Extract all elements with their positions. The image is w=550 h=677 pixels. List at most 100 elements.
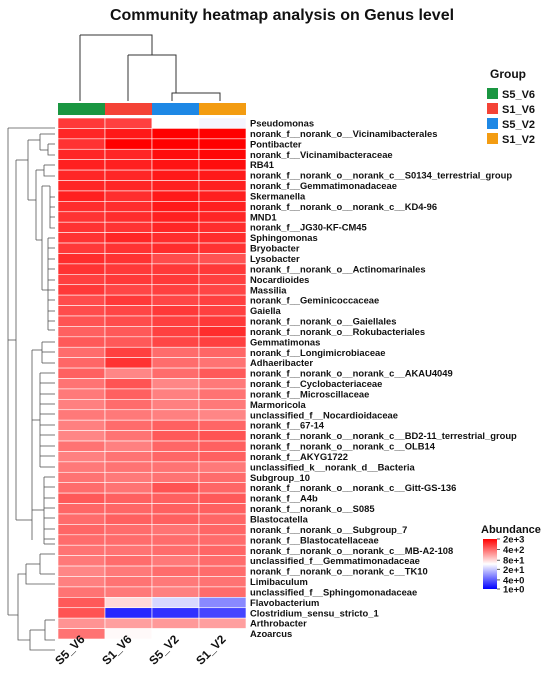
heatmap-cell [104,586,153,598]
heatmap-cell [57,357,106,369]
row-label: norank_f__A4b [250,493,318,504]
row-label: Limibaculum [250,576,308,587]
row-dendrogram-branch [29,630,55,651]
group-legend: Group S5_V6 S1_V6 S5_V2 S1_V2 [487,67,535,146]
heatmap-cell [151,503,200,515]
heatmap-cell [198,305,247,317]
heatmap-cell [104,263,153,275]
group-legend-title: Group [490,67,526,81]
abundance-tick-label: 1e+0 [503,585,524,596]
heatmap-cell [151,513,200,525]
heatmap-cell [198,159,247,171]
heatmap-cell [57,117,106,129]
row-label: Marmoricola [250,399,307,410]
heatmap-cell [198,492,247,504]
heatmap-cell [104,471,153,483]
heatmap-cell [104,169,153,181]
heatmap-cell [151,524,200,536]
heatmap-cell [198,451,247,463]
heatmap-cell [151,399,200,411]
heatmap-cell [104,524,153,536]
heatmap-cell [151,617,200,629]
row-label: Skermanella [250,190,306,201]
heatmap-cell [198,524,247,536]
row-dendrogram-branch [17,615,30,641]
row-label: norank_f__Vicinamibacteraceae [250,149,393,160]
row-dendrogram-branch [25,564,55,585]
heatmap-cell [198,461,247,473]
heatmap-cell [151,555,200,567]
heatmap-cell [198,482,247,494]
heatmap-cell [151,263,200,275]
heatmap-cell [104,201,153,213]
heatmap-cell [151,419,200,431]
heatmap-cell [198,617,247,629]
heatmap-cell [198,190,247,202]
row-label: Flavobacterium [250,597,319,608]
heatmap-cell [151,273,200,286]
heatmap-cell [57,367,106,379]
heatmap-cell [104,440,153,452]
abundance-tick-label: 8e+1 [503,556,525,567]
heatmap-cell [57,242,106,254]
heatmap-cell [57,180,106,192]
heatmap-cell [151,534,200,546]
heatmap-cell [57,148,106,160]
column-dendrogram [79,34,221,101]
heatmap-cell [198,326,247,338]
heatmap-cell [57,586,106,598]
heatmap-cell [104,430,153,442]
heatmap-cell [151,440,200,452]
heatmap-cell [198,544,247,556]
row-dendrogram-branch [44,620,55,641]
heatmap-cell [104,232,153,244]
heatmap-cell [198,138,247,150]
heatmap-cell [198,242,247,254]
group-bar-segment [58,103,105,115]
heatmap-cell [104,326,153,338]
row-labels: Pseudomonasnorank_f__norank_o__Vicinamib… [250,118,517,640]
heatmap-cell [57,419,106,431]
group-bar-segment [152,103,199,115]
group-legend-swatch [487,133,498,144]
heatmap-cell [151,159,200,171]
heatmap-cell [57,232,106,244]
heatmap-cell [151,315,200,327]
row-label: norank_f__Geminicoccaceae [250,295,379,306]
heatmap-cell [57,440,106,452]
group-legend-swatch [487,118,498,129]
heatmap-cell [57,576,106,588]
heatmap-cell [57,273,106,286]
row-label: Arthrobacter [250,618,307,629]
group-legend-label: S1_V2 [502,134,535,146]
row-label: norank_f__norank_o__Subgroup_7 [250,524,407,535]
heatmap-cell [151,148,200,160]
heatmap-cell [57,190,106,202]
row-label: unclassified_f__Sphingomonadaceae [250,586,417,597]
heatmap-cell [151,232,200,244]
heatmap-cell [198,409,247,421]
row-label: norank_f__norank_o__norank_c__OLB14 [250,441,436,452]
heatmap-cell [198,513,247,525]
heatmap-cell [151,294,200,306]
row-dendrogram-branch [8,573,26,616]
heatmap-cell [104,221,153,233]
heatmap-cell [104,555,153,567]
heatmap-cell [198,128,247,140]
heatmap-cell [57,544,106,556]
heatmap-cell [151,482,200,494]
row-label: Azoarcus [250,628,292,639]
heatmap-cell [151,201,200,213]
heatmap-cell [104,544,153,556]
heatmap-cell [198,399,247,411]
heatmap-cell [57,524,106,536]
row-label: norank_f__norank_o__Vicinamibacterales [250,128,437,139]
heatmap-cell [57,315,106,327]
heatmap-cell [151,242,200,254]
column-dendrogram-branch [175,79,221,101]
heatmap-cell [198,597,247,609]
heatmap-cell [151,211,200,223]
row-label: unclassified_f__Nocardioidaceae [250,409,398,420]
row-label: norank_f__norank_o__Rokubacteriales [250,326,425,337]
heatmap-cell [104,513,153,525]
